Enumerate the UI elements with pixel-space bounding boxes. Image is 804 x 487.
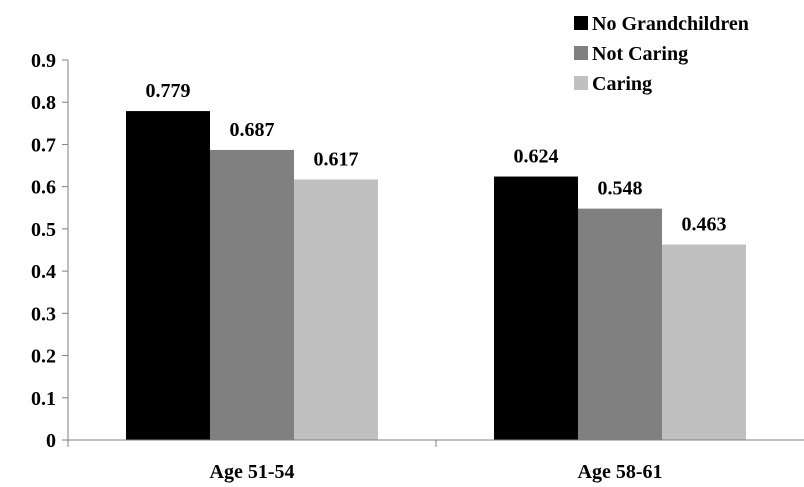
bars — [126, 111, 746, 441]
data-label: 0.687 — [230, 119, 275, 141]
y-tick-label: 0.4 — [31, 261, 56, 283]
legend-swatch — [574, 46, 588, 60]
data-labels: 0.779 0.687 0.617 0.624 0.548 0.463 — [146, 80, 727, 235]
y-tick-label: 0.7 — [31, 134, 56, 156]
y-tick-label: 0 — [46, 430, 56, 452]
x-tick-label: Age 51-54 — [210, 461, 295, 483]
data-label: 0.779 — [146, 80, 191, 102]
bar — [210, 149, 294, 440]
y-tick-label: 0.3 — [31, 303, 56, 325]
bar — [294, 179, 378, 440]
y-tick-label: 0.5 — [31, 219, 56, 241]
data-label: 0.617 — [314, 148, 359, 170]
legend-label: Caring — [592, 73, 652, 95]
bar — [578, 208, 662, 440]
bar — [662, 244, 746, 440]
x-axis: Age 51-54 Age 58-61 — [67, 439, 804, 483]
legend-label: No Grandchildren — [592, 13, 749, 35]
y-tick-label: 0.8 — [31, 92, 56, 114]
y-tick-label: 0.2 — [31, 346, 56, 368]
data-label: 0.463 — [682, 214, 727, 236]
y-tick-label: 0.9 — [31, 50, 56, 72]
data-label: 0.548 — [598, 178, 643, 200]
x-tick-label: Age 58-61 — [578, 461, 663, 483]
legend-swatch — [574, 76, 588, 90]
legend-swatch — [574, 16, 588, 30]
legend-label: Not Caring — [592, 43, 688, 65]
legend: No Grandchildren Not Caring Caring — [574, 13, 749, 95]
y-tick-label: 0.1 — [31, 388, 56, 410]
data-label: 0.624 — [514, 146, 559, 168]
bar — [494, 176, 578, 441]
y-axis: 0 0.1 0.2 0.3 0.4 0.5 0.6 0.7 0.8 0.9 — [31, 50, 69, 452]
y-tick-label: 0.6 — [31, 177, 56, 199]
bar — [126, 111, 210, 440]
